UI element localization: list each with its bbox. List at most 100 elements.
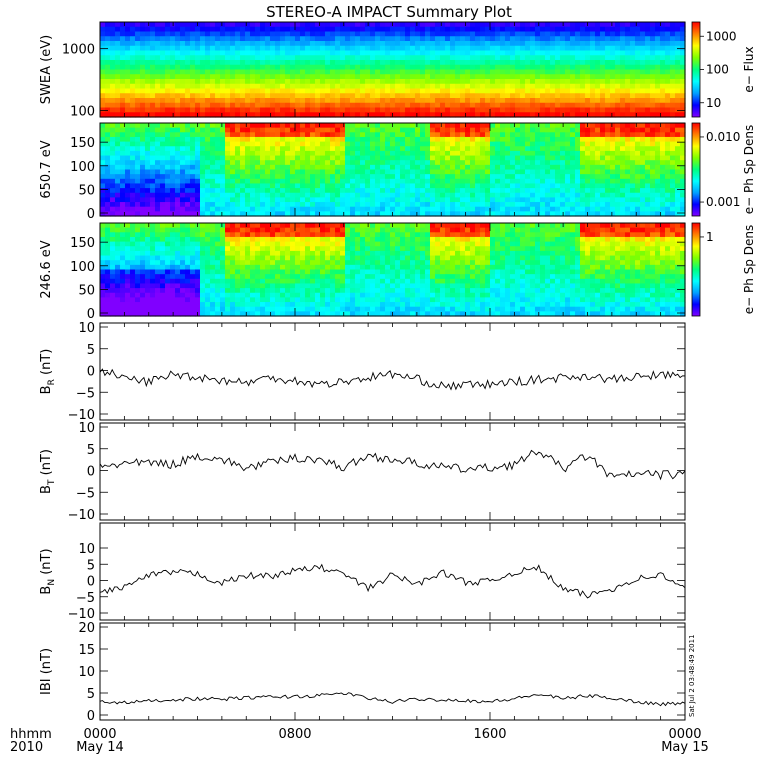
heatmap-cell <box>365 41 371 47</box>
heatmap-cell <box>425 79 431 85</box>
heatmap-cell <box>495 150 501 157</box>
heatmap-cell <box>345 31 351 37</box>
heatmap-cell <box>600 60 606 66</box>
heatmap-cell <box>615 178 621 185</box>
heatmap-cell <box>535 79 541 85</box>
heatmap-cell <box>220 55 226 61</box>
heatmap-cell <box>585 127 591 133</box>
heatmap-cell <box>515 123 521 129</box>
heatmap-cell <box>265 178 271 185</box>
heatmap-cell <box>525 146 531 152</box>
heatmap-cell <box>570 174 576 180</box>
heatmap-cell <box>305 197 311 203</box>
heatmap-cell <box>270 55 276 61</box>
heatmap-cell <box>150 22 156 28</box>
heatmap-cell <box>115 241 121 247</box>
heatmap-cell <box>450 60 456 66</box>
heatmap-cell <box>675 74 681 80</box>
heatmap-cell <box>540 136 546 143</box>
heatmap-cell <box>575 174 581 180</box>
heatmap-cell <box>380 211 386 217</box>
heatmap-cell <box>445 93 451 99</box>
heatmap-cell <box>250 192 256 198</box>
heatmap-cell <box>445 60 451 66</box>
heatmap-cell <box>160 88 166 94</box>
heatmap-cell <box>240 164 246 171</box>
heatmap-cell <box>210 69 216 75</box>
heatmap-cell <box>625 69 631 75</box>
heatmap-cell <box>485 206 491 212</box>
heatmap-cell <box>215 26 221 33</box>
heatmap-cell <box>120 302 126 308</box>
heatmap-cell <box>375 102 381 109</box>
heatmap-cell <box>205 123 211 129</box>
heatmap-cell <box>465 98 471 104</box>
heatmap-cell <box>140 183 146 189</box>
heatmap-cell <box>150 192 156 198</box>
heatmap-cell <box>375 41 381 47</box>
heatmap-cell <box>155 112 161 118</box>
heatmap-cell <box>350 93 356 99</box>
heatmap-cell <box>130 102 136 109</box>
heatmap-cell <box>380 41 386 47</box>
heatmap-cell <box>585 45 591 52</box>
heatmap-cell <box>240 93 246 99</box>
heatmap-cell <box>310 64 316 71</box>
heatmap-cell <box>370 211 376 217</box>
heatmap-cell <box>600 45 606 52</box>
heatmap-cell <box>530 74 536 80</box>
heatmap-cell <box>495 31 501 37</box>
heatmap-cell <box>520 83 526 90</box>
heatmap-cell <box>480 112 486 118</box>
heatmap-cell <box>245 132 251 138</box>
heatmap-cell <box>590 183 596 189</box>
heatmap-cell <box>380 88 386 94</box>
heatmap-cell <box>290 160 296 166</box>
heatmap-cell <box>225 102 231 109</box>
heatmap-cell <box>330 183 336 189</box>
heatmap-cell <box>105 297 111 303</box>
heatmap-cell <box>370 146 376 152</box>
heatmap-cell <box>205 79 211 85</box>
heatmap-cell <box>140 202 146 208</box>
colorbar <box>691 122 701 217</box>
heatmap-cell <box>500 202 506 208</box>
heatmap-cell <box>595 174 601 180</box>
heatmap-cell <box>580 169 586 175</box>
heatmap-cell <box>420 50 426 56</box>
heatmap-cell <box>485 50 491 56</box>
heatmap-cell <box>680 79 686 85</box>
heatmap-cell <box>440 112 446 118</box>
heatmap-cell <box>650 178 656 185</box>
heatmap-cell <box>605 155 611 161</box>
heatmap-cell <box>585 155 591 161</box>
heatmap-cell <box>590 41 596 47</box>
heatmap-cell <box>155 98 161 104</box>
heatmap-cell <box>600 136 606 143</box>
heatmap-cell <box>240 188 246 194</box>
heatmap-cell <box>515 107 521 113</box>
heatmap-cell <box>280 188 286 194</box>
heatmap-cell <box>595 79 601 85</box>
heatmap-cell <box>455 169 461 175</box>
heatmap-cell <box>345 98 351 104</box>
heatmap-cell <box>240 55 246 61</box>
heatmap-cell <box>225 88 231 94</box>
heatmap-cell <box>480 183 486 189</box>
heatmap-cell <box>190 74 196 80</box>
heatmap-cell <box>540 107 546 113</box>
heatmap-cell <box>175 188 181 194</box>
heatmap-cell <box>365 31 371 37</box>
heatmap-cell <box>130 188 136 194</box>
heatmap-cell <box>520 155 526 161</box>
heatmap-cell <box>190 146 196 152</box>
heatmap-cell <box>460 60 466 66</box>
heatmap-cell <box>605 146 611 152</box>
heatmap-cell <box>535 141 541 147</box>
heatmap-cell <box>600 211 606 217</box>
heatmap-cell <box>460 102 466 109</box>
heatmap-cell <box>575 107 581 113</box>
heatmap-cell <box>620 155 626 161</box>
heatmap-cell <box>110 169 116 175</box>
heatmap-cell <box>575 60 581 66</box>
